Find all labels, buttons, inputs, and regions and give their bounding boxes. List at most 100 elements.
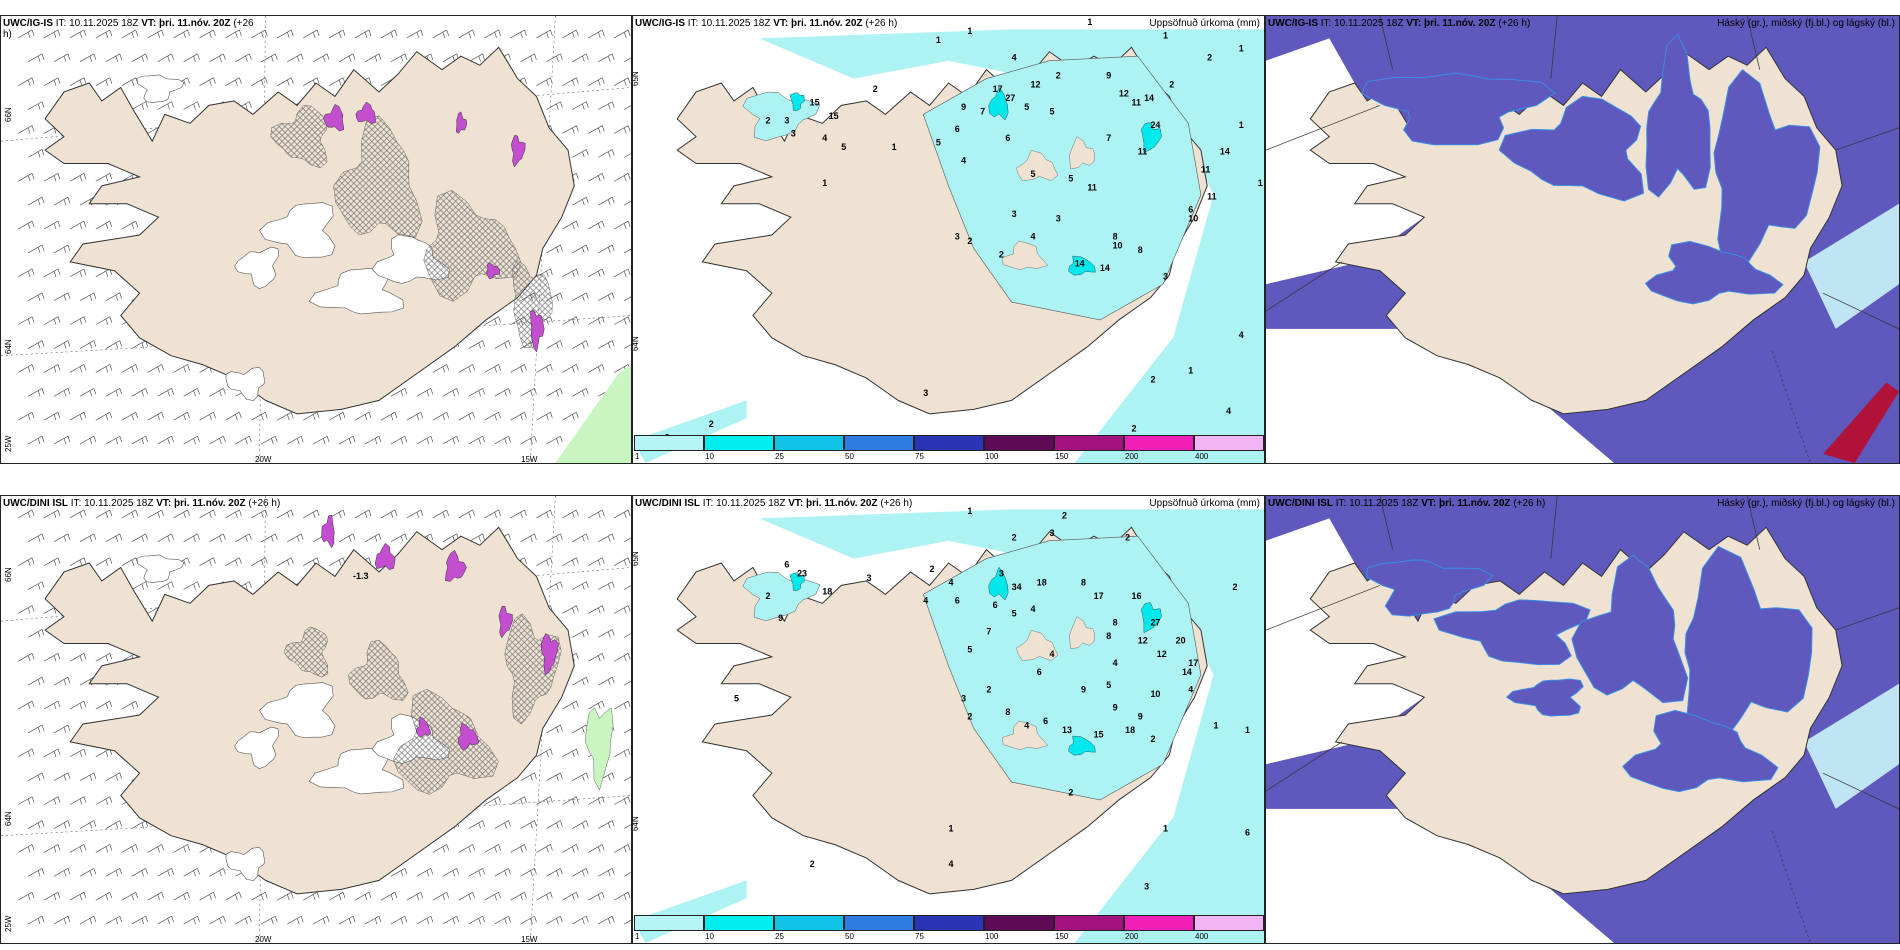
- precip-value-label: 3: [999, 568, 1004, 578]
- precip-value-label: 2: [873, 84, 878, 94]
- colorbar-segment: [914, 435, 984, 451]
- colorbar-segment: [634, 435, 704, 451]
- colorbar-tick-label: 25: [775, 452, 784, 461]
- precip-value-label: 7: [980, 106, 985, 116]
- precip-value-label: 2: [999, 249, 1004, 259]
- precip-value-label: 2: [1169, 79, 1174, 89]
- precip-value-label: 1: [1087, 17, 1092, 27]
- colorbar-tick-label: 75: [915, 452, 924, 461]
- precip-value-label: 5: [1012, 609, 1017, 619]
- colorbar-segment: [1054, 915, 1124, 931]
- precip-value-label: 18: [1125, 725, 1135, 735]
- precip-value-label: 4: [822, 133, 827, 143]
- precip-value-label: 6: [993, 600, 998, 610]
- precip-value-label: 3: [955, 232, 960, 242]
- precip-value-label: 11: [1201, 164, 1210, 174]
- precip-value-label: 2: [1125, 533, 1130, 543]
- wind-map: [1, 16, 631, 463]
- colorbar-tick-label: 50: [845, 452, 854, 461]
- precip-value-label: 4: [949, 859, 954, 869]
- precip-value-label: 4: [1188, 685, 1193, 695]
- precip-value-label: 1: [1188, 366, 1193, 376]
- precip-value-label: 10: [1188, 214, 1198, 224]
- panel-title: UWC/DINI ISL IT: 10.11.2025 18Z VT: þri.…: [635, 498, 913, 509]
- colorbar-tick-label: 10: [705, 452, 714, 461]
- precip-value-label: 2: [1012, 533, 1017, 543]
- panel-title: UWC/IG-IS IT: 10.11.2025 18Z VT: þri. 11…: [635, 18, 898, 29]
- precip-value-label: 5: [1024, 102, 1029, 112]
- lat-label: 65N: [632, 551, 640, 566]
- colorbar-segment: [704, 915, 774, 931]
- colorbar-tick-label: 50: [845, 932, 854, 941]
- precip-value-label: 3: [1012, 209, 1017, 219]
- precip-value-label: 14: [1220, 147, 1230, 157]
- precip-value-label: 5: [1106, 680, 1111, 690]
- precip-value-label: 1: [1245, 725, 1250, 735]
- precip-value-label: 4: [1024, 720, 1029, 730]
- panel-ig-wind: UWC/IG-IS IT: 10.11.2025 18Z VT: þri. 11…: [0, 15, 632, 464]
- lat-label: 25W: [4, 915, 13, 932]
- precip-value-label: 6: [1043, 716, 1048, 726]
- colorbar-segment: [774, 915, 844, 931]
- panel-dini-precip: UWC/DINI ISL IT: 10.11.2025 18Z VT: þri.…: [632, 495, 1265, 944]
- precip-value-label: 17: [1094, 591, 1104, 601]
- precip-value-label: 8: [1113, 232, 1118, 242]
- precip-value-label: 2: [765, 591, 770, 601]
- precip-value-label: 3: [961, 694, 966, 704]
- precip-value-label: 20: [1176, 636, 1186, 646]
- precip-value-label: 7: [1106, 133, 1111, 143]
- colorbar-tick-label: 100: [985, 452, 999, 461]
- precip-value-label: 2: [1062, 510, 1067, 520]
- precip-value-label: 17: [993, 84, 1003, 94]
- precip-value-label: 3: [923, 388, 928, 398]
- precip-value-label: 12: [1031, 79, 1041, 89]
- precip-value-label: 8: [1106, 631, 1111, 641]
- precip-value-label: 3: [791, 129, 796, 139]
- precip-value-label: 3: [1144, 881, 1149, 891]
- precip-colorbar: 1 10 25 50 75 100 150 200 400: [634, 915, 1264, 941]
- precip-value-label: 27: [1005, 93, 1015, 103]
- precip-value-label: 9: [1081, 685, 1086, 695]
- panel-title: UWC/DINI ISL IT: 10.11.2025 18Z VT: þri.…: [3, 498, 281, 509]
- precip-value-label: 16: [1132, 591, 1142, 601]
- lat-label: 66N: [4, 107, 13, 122]
- colorbar-segment: [914, 915, 984, 931]
- lon-label: 15W: [521, 455, 538, 464]
- panel-title: UWC/DINI ISL IT: 10.11.2025 18Z VT: þri.…: [1268, 498, 1546, 509]
- precip-value-label: 10: [1150, 689, 1160, 699]
- precip-value-label: 11: [1207, 191, 1216, 201]
- precip-value-label: 9: [961, 102, 966, 112]
- precip-value-label: 2: [986, 685, 991, 695]
- precip-value-label: 5: [1049, 106, 1054, 116]
- precip-value-label: 12: [1138, 636, 1148, 646]
- lat-label: 64N: [4, 339, 13, 354]
- precip-value-label: 8: [1005, 707, 1010, 717]
- precip-value-label: 1: [892, 142, 897, 152]
- precip-value-label: 1: [1214, 720, 1219, 730]
- field-label: Uppsöfnuð úrkoma (mm): [1149, 18, 1260, 29]
- precip-value-label: 2: [967, 236, 972, 246]
- precip-value-label: 5: [1068, 173, 1073, 183]
- lon-label: 20W: [255, 935, 272, 944]
- panel-dini-cloud: UWC/DINI ISL IT: 10.11.2025 18Z VT: þri.…: [1265, 495, 1900, 944]
- precip-value-label: 3: [1056, 214, 1061, 224]
- precip-value-label: 1: [1163, 30, 1168, 40]
- colorbar-segment: [984, 435, 1054, 451]
- colorbar-tick-label: 1: [635, 452, 640, 461]
- colorbar-tick-label: 75: [915, 932, 924, 941]
- precip-value-label: 2: [1056, 71, 1061, 81]
- lat-label: 64N: [632, 336, 640, 351]
- precip-value-label: 12: [1157, 649, 1167, 659]
- lon-label: 15W: [521, 935, 538, 944]
- precip-value-label: 4: [961, 156, 966, 166]
- precip-value-label: 1: [949, 823, 954, 833]
- precip-value-label: 6: [955, 124, 960, 134]
- cloud-map: [1266, 16, 1899, 463]
- precip-value-label: 1: [1239, 44, 1244, 54]
- precip-value-label: 4: [949, 577, 954, 587]
- precip-value-label: 23: [797, 568, 807, 578]
- precip-value-label: 14: [1144, 93, 1154, 103]
- precip-value-label: 4: [1031, 604, 1036, 614]
- precip-value-label: 2: [1150, 375, 1155, 385]
